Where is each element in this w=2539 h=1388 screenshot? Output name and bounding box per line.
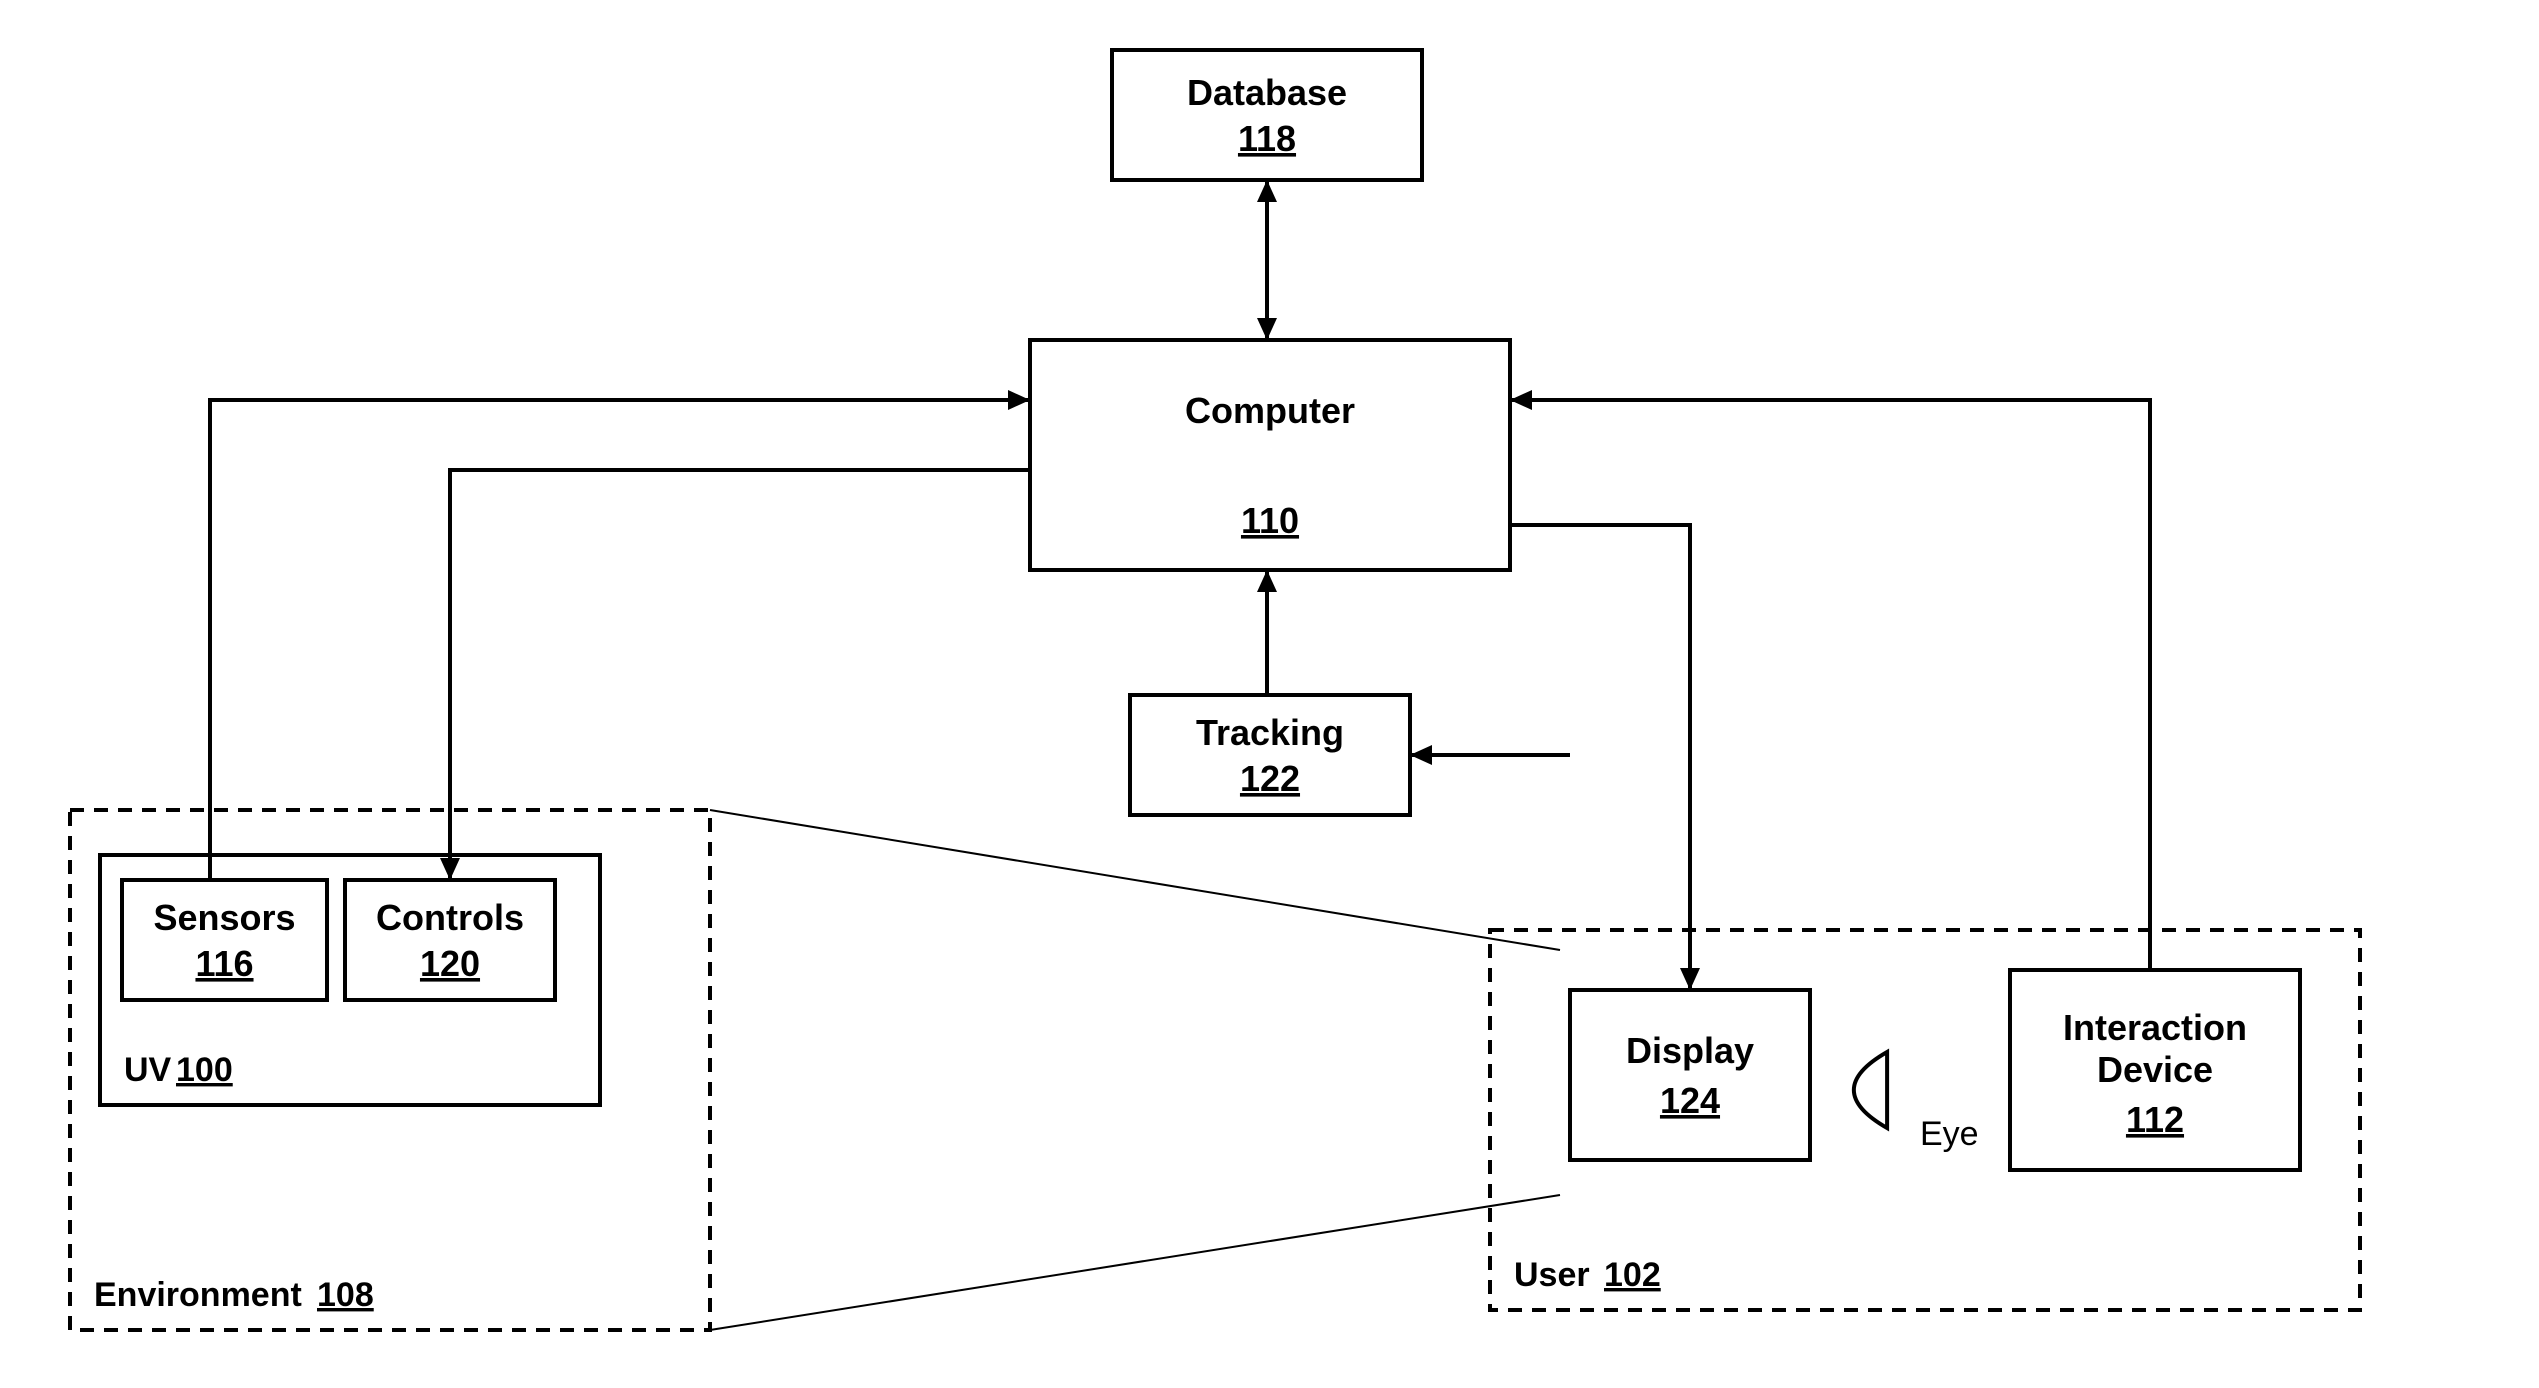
node-title: Computer xyxy=(1185,390,1355,431)
edge-computer_right-display xyxy=(1510,525,1690,990)
node-ref: 122 xyxy=(1240,758,1300,799)
node-title: UV xyxy=(124,1051,172,1089)
eye-label: Eye xyxy=(1920,1115,1979,1153)
projection-line-1 xyxy=(710,1195,1560,1330)
node-ref: 102 xyxy=(1604,1256,1661,1294)
node-ref: 108 xyxy=(317,1276,374,1314)
node-ref: 116 xyxy=(195,943,253,984)
node-tracking: Tracking 122 xyxy=(1130,695,1410,815)
node-controls: Controls 120 xyxy=(345,880,555,1000)
diagram-svg: Environment 108 User 102 UV 100 Database 118… xyxy=(0,0,2539,1388)
node-ref: 112 xyxy=(2126,1099,2184,1140)
node-uv_box: UV 100 xyxy=(100,855,600,1105)
node-title: User xyxy=(1514,1256,1590,1294)
node-display: Display 124 xyxy=(1570,990,1810,1160)
diagram-root: Environment 108 User 102 UV 100 Database 118… xyxy=(0,0,2539,1388)
projection-line-0 xyxy=(710,810,1560,950)
node-title: Environment xyxy=(94,1276,302,1314)
svg-text:Device: Device xyxy=(2097,1049,2213,1090)
node-title: Interaction xyxy=(2063,1007,2247,1048)
node-title: Controls xyxy=(376,897,524,938)
eye-icon: Eye xyxy=(1854,1052,1979,1153)
node-ref: 120 xyxy=(420,943,480,984)
node-title: Tracking xyxy=(1196,712,1344,753)
node-title: Database xyxy=(1187,72,1347,113)
node-title: Sensors xyxy=(153,897,295,938)
node-ref: 118 xyxy=(1238,118,1296,159)
node-interaction: InteractionDevice 112 xyxy=(2010,970,2300,1170)
node-ref: 100 xyxy=(176,1051,233,1089)
node-title: Display xyxy=(1626,1030,1754,1071)
node-ref: 124 xyxy=(1660,1080,1720,1121)
node-ref: 110 xyxy=(1241,500,1299,541)
edge-interaction-computer_right xyxy=(1510,400,2150,970)
node-sensors: Sensors 116 xyxy=(122,880,327,1000)
edge-computer_left-controls xyxy=(450,470,1030,880)
node-computer: Computer 110 xyxy=(1030,340,1510,570)
node-database: Database 118 xyxy=(1112,50,1422,180)
